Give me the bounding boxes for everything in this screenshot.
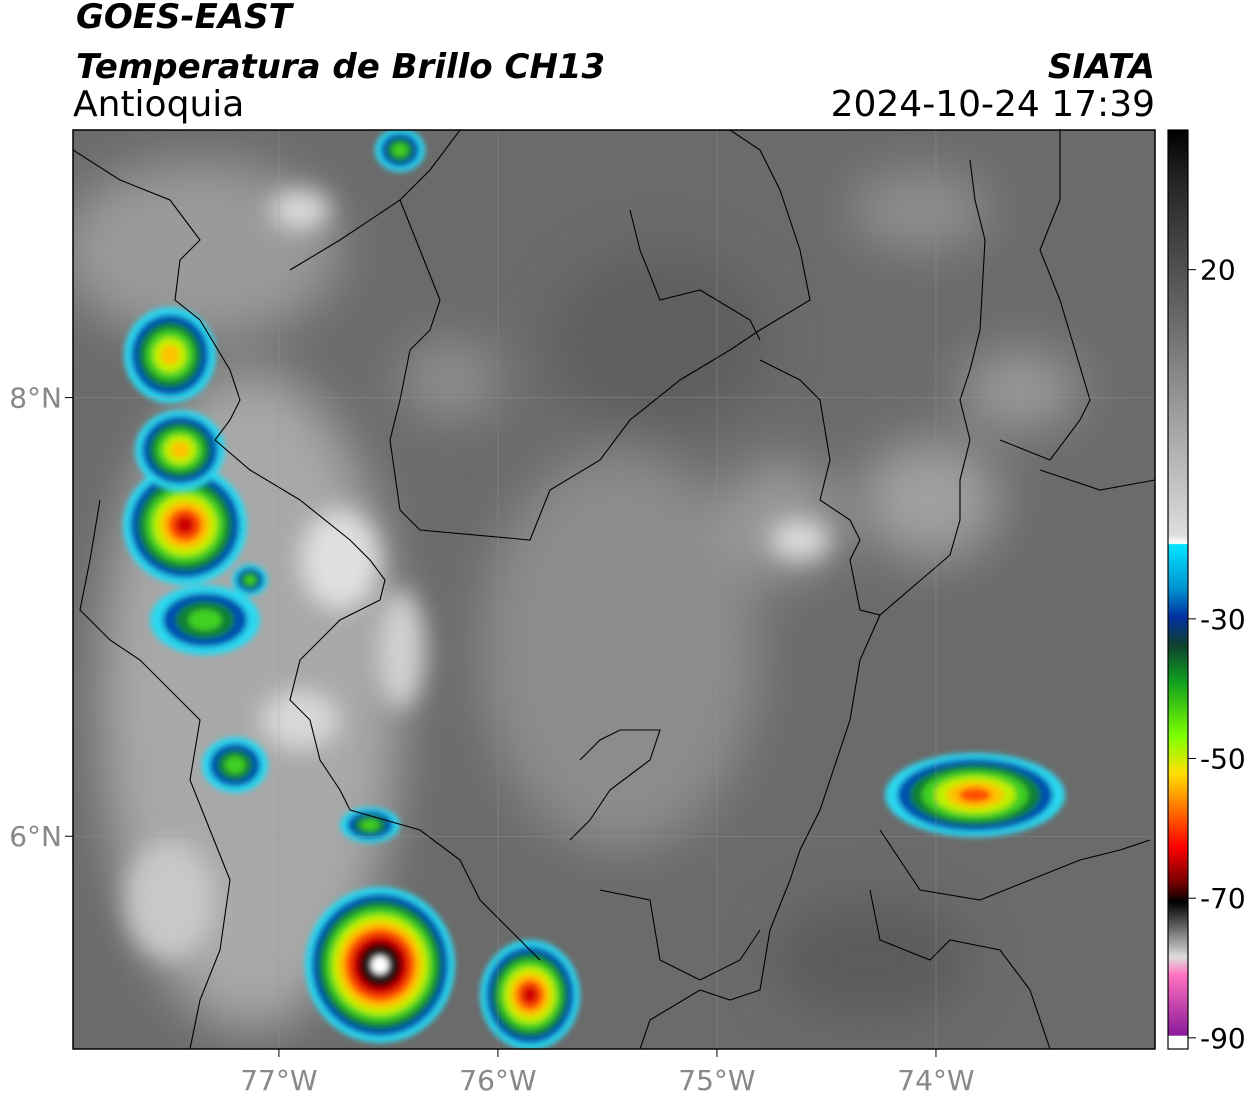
storm-cell [175,515,195,535]
storm-cell [522,986,538,1004]
lon-tick-label: 77°W [240,1064,317,1097]
agency: SIATA [1048,47,1155,87]
lat-tick-label: 6°N [9,820,62,853]
colorbar-tick-label: -90 [1200,1022,1246,1055]
storm-cell [958,787,992,803]
storm-cell [225,756,245,774]
lat-tick-label: 8°N [9,382,62,415]
map-frame [72,129,1156,1050]
datetime: 2024-10-24 17:39 [831,84,1155,125]
satellite-title: GOES-EAST [76,0,295,37]
region: Antioquia [73,84,244,125]
storm-cell [360,819,380,831]
colorbar-tick-label: -70 [1200,882,1246,915]
storm-cell [244,575,256,585]
lon-tick-label: 75°W [678,1064,755,1097]
storm-cell [170,441,190,459]
storm-cell [392,143,408,157]
colorbar [1167,129,1189,1050]
lon-tick-label: 74°W [897,1064,974,1097]
product-title: Temperatura de Brillo CH13 [76,47,605,87]
imagery [73,130,1155,1049]
storm-cell [160,345,180,365]
borders [73,130,1155,1049]
colorbar-tick-label: 20 [1200,254,1236,287]
colorbar-tick-label: -30 [1200,603,1246,636]
lon-tick-label: 76°W [459,1064,536,1097]
storm-cell [371,956,389,974]
storm-cell [188,609,222,631]
colorbar-tick-label: -50 [1200,742,1246,775]
